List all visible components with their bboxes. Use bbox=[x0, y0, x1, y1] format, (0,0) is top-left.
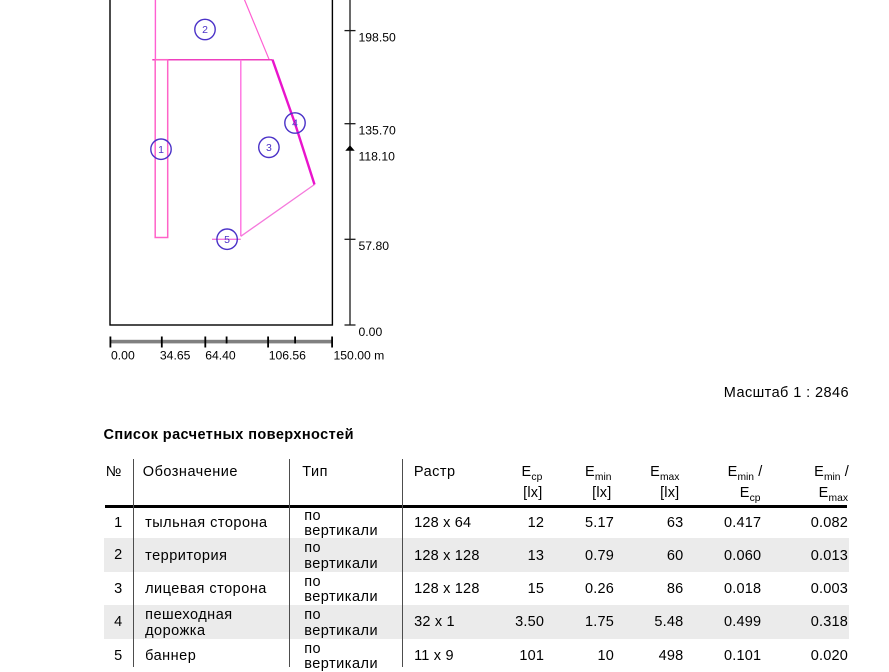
svg-text:3: 3 bbox=[266, 142, 272, 154]
svg-text:198.50: 198.50 bbox=[359, 30, 396, 44]
svg-text:1: 1 bbox=[158, 144, 164, 156]
svg-text:0.00: 0.00 bbox=[111, 349, 135, 363]
svg-text:118.10: 118.10 bbox=[359, 150, 396, 164]
svg-text:64.40: 64.40 bbox=[205, 349, 236, 363]
svg-text:4: 4 bbox=[292, 118, 298, 130]
svg-text:2: 2 bbox=[202, 24, 208, 36]
svg-text:106.56: 106.56 bbox=[269, 349, 306, 363]
svg-text:34.65: 34.65 bbox=[160, 349, 191, 363]
svg-text:0.00: 0.00 bbox=[359, 325, 383, 339]
svg-text:150.00 m: 150.00 m bbox=[334, 349, 385, 363]
svg-text:135.70: 135.70 bbox=[359, 124, 396, 138]
svg-text:5: 5 bbox=[224, 234, 230, 246]
svg-text:57.80: 57.80 bbox=[359, 239, 390, 253]
